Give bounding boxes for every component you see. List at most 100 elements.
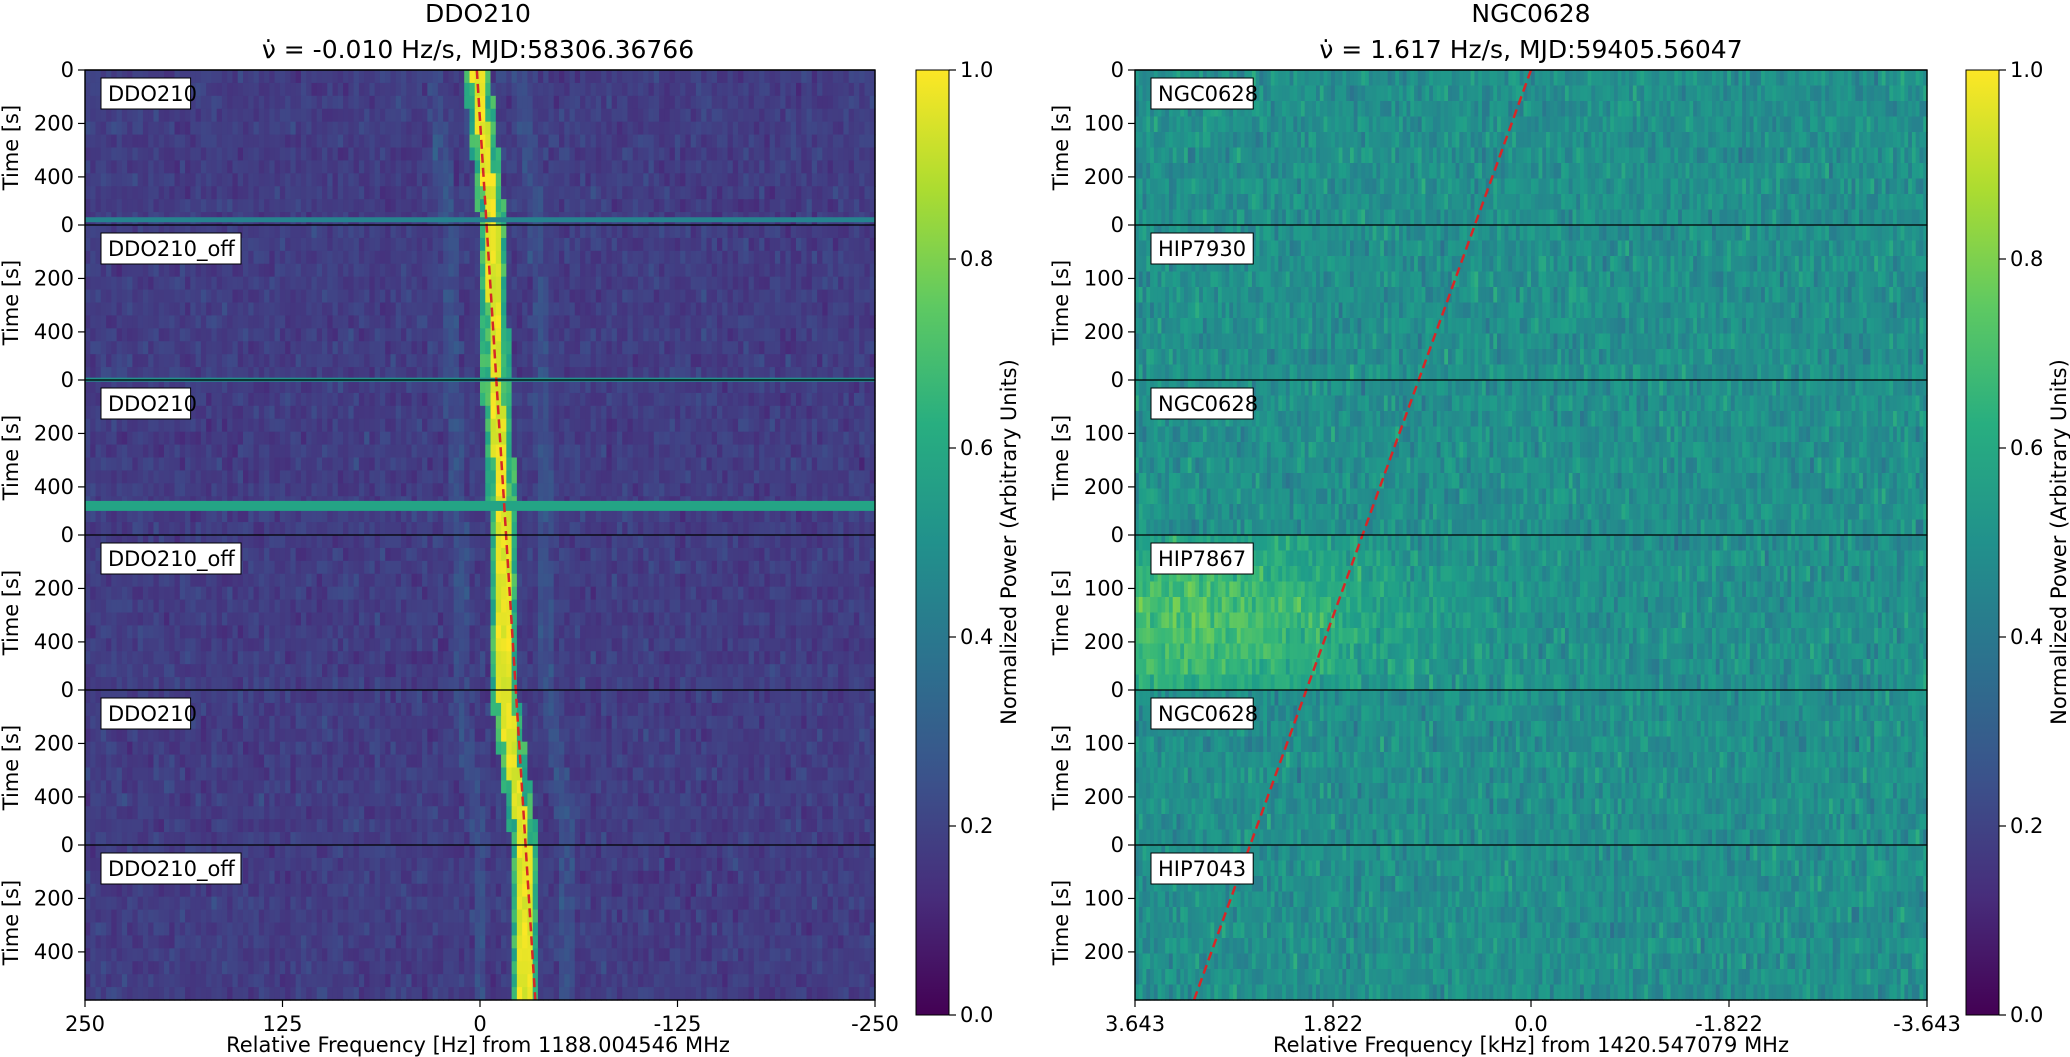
- heatmap-cell: [743, 135, 749, 149]
- heatmap-cell: [491, 393, 497, 407]
- heatmap-cell: [448, 380, 454, 394]
- heatmap-cell: [264, 380, 270, 394]
- heatmap-cell: [285, 354, 291, 368]
- heatmap-cell: [143, 160, 149, 174]
- heatmap-cell: [422, 419, 428, 433]
- heatmap-cell: [475, 238, 481, 252]
- heatmap-cell: [722, 70, 728, 84]
- heatmap-cell: [217, 483, 223, 497]
- heatmap-cell: [791, 96, 797, 110]
- heatmap-cell: [127, 290, 133, 304]
- heatmap-cell: [654, 328, 660, 342]
- heatmap-cell: [754, 328, 760, 342]
- heatmap-cell: [464, 380, 470, 394]
- heatmap-cell: [522, 186, 528, 200]
- heatmap-cell: [311, 483, 317, 497]
- heatmap-cell: [764, 70, 770, 84]
- heatmap-cell: [264, 290, 270, 304]
- heatmap-cell: [469, 186, 475, 200]
- heatmap-cell: [169, 483, 175, 497]
- heatmap-cell: [333, 277, 339, 291]
- heatmap-cell: [354, 225, 360, 239]
- heatmap-cell: [817, 315, 823, 329]
- heatmap-cell: [333, 225, 339, 239]
- heatmap-cell: [111, 186, 117, 200]
- heatmap-cell: [701, 354, 707, 368]
- heatmap-cell: [412, 173, 418, 187]
- heatmap-cell: [680, 238, 686, 252]
- heatmap-cell: [406, 264, 412, 278]
- heatmap-cell: [390, 432, 396, 446]
- heatmap-cell: [517, 109, 523, 123]
- heatmap-cell: [559, 135, 565, 149]
- heatmap-cell: [306, 122, 312, 136]
- heatmap-cell: [354, 315, 360, 329]
- heatmap-cell: [717, 341, 723, 355]
- heatmap-cell: [664, 303, 670, 317]
- heatmap-cell: [232, 406, 238, 420]
- heatmap-cell: [654, 458, 660, 472]
- heatmap-cell: [749, 380, 755, 394]
- heatmap-cell: [512, 303, 518, 317]
- heatmap-cell: [691, 354, 697, 368]
- heatmap-cell: [659, 290, 665, 304]
- heatmap-cell: [301, 277, 307, 291]
- heatmap-cell: [522, 315, 528, 329]
- heatmap-cell: [649, 251, 655, 265]
- heatmap-cell: [364, 96, 370, 110]
- heatmap-cell: [254, 341, 260, 355]
- heatmap-cell: [285, 186, 291, 200]
- heatmap-cell: [554, 354, 560, 368]
- heatmap-cell: [417, 341, 423, 355]
- heatmap-cell: [406, 225, 412, 239]
- heatmap-cell: [369, 483, 375, 497]
- heatmap-cell: [359, 199, 365, 213]
- heatmap-cell: [533, 458, 539, 472]
- heatmap-cell: [227, 303, 233, 317]
- heatmap-cell: [390, 70, 396, 84]
- heatmap-cell: [159, 354, 165, 368]
- heatmap-cell: [180, 303, 186, 317]
- heatmap-cell: [217, 354, 223, 368]
- heatmap-cell: [533, 328, 539, 342]
- heatmap-cell: [749, 135, 755, 149]
- heatmap-cell: [354, 470, 360, 484]
- heatmap-cell: [627, 354, 633, 368]
- heatmap-cell: [259, 380, 265, 394]
- heatmap-cell: [385, 458, 391, 472]
- heatmap-cell: [422, 483, 428, 497]
- heatmap-cell: [675, 458, 681, 472]
- heatmap-cell: [506, 458, 512, 472]
- heatmap-cell: [791, 290, 797, 304]
- heatmap-cell: [570, 303, 576, 317]
- heatmap-cell: [464, 419, 470, 433]
- heatmap-cell: [327, 199, 333, 213]
- heatmap-cell: [701, 238, 707, 252]
- heatmap-cell: [685, 251, 691, 265]
- heatmap-cell: [622, 160, 628, 174]
- heatmap-cell: [412, 470, 418, 484]
- heatmap-cell: [396, 225, 402, 239]
- heatmap-cell: [764, 406, 770, 420]
- heatmap-cell: [417, 432, 423, 446]
- heatmap-cell: [596, 470, 602, 484]
- heatmap-cell: [501, 238, 507, 252]
- heatmap-cell: [443, 277, 449, 291]
- heatmap-cell: [159, 160, 165, 174]
- heatmap-cell: [601, 135, 607, 149]
- heatmap-cell: [738, 122, 744, 136]
- heatmap-cell: [443, 354, 449, 368]
- heatmap-cell: [854, 380, 860, 394]
- heatmap-cell: [153, 277, 159, 291]
- heatmap-cell: [269, 160, 275, 174]
- heatmap-cell: [459, 483, 465, 497]
- heatmap-cell: [122, 199, 128, 213]
- heatmap-cell: [701, 432, 707, 446]
- heatmap-cell: [606, 354, 612, 368]
- heatmap-cell: [812, 199, 818, 213]
- heatmap-cell: [822, 380, 828, 394]
- heatmap-cell: [169, 122, 175, 136]
- heatmap-cell: [627, 277, 633, 291]
- heatmap-cell: [701, 406, 707, 420]
- heatmap-cell: [506, 186, 512, 200]
